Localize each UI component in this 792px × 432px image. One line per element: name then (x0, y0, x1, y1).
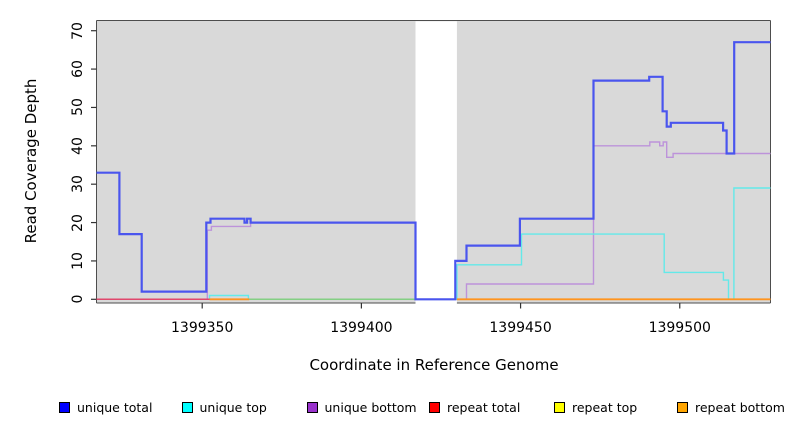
y-tick-label: 30 (70, 175, 86, 194)
y-tick-label: 40 (70, 136, 86, 155)
legend-swatch (59, 402, 70, 413)
coverage-gap-band (415, 21, 457, 307)
legend-swatch (429, 402, 440, 413)
legend-label: repeat bottom (695, 400, 785, 415)
y-tick-label: 50 (70, 98, 86, 117)
y-tick-label: 70 (70, 21, 86, 40)
legend-swatch (677, 402, 688, 413)
legend-item-repeat-bottom: repeat bottom (677, 400, 785, 415)
legend-label: unique bottom (324, 400, 417, 415)
y-tick-label: 10 (70, 252, 86, 270)
legend-label: unique top (199, 400, 267, 415)
series-line-unique-total (96, 41, 771, 301)
legend-swatch (306, 402, 318, 413)
legend-swatch (554, 402, 565, 413)
legend-label: unique total (77, 400, 153, 415)
x-tick-label: 1399450 (489, 320, 552, 336)
y-tick-label: 60 (70, 60, 86, 78)
legend-item-unique-total: unique total (59, 400, 152, 415)
x-tick-label: 1399500 (648, 320, 711, 336)
legend-item-repeat-total: repeat total (429, 400, 520, 415)
legend-item-unique-bottom: unique bottom (306, 400, 417, 415)
x-tick-label: 1399400 (330, 320, 393, 336)
y-tick-label: 0 (70, 294, 86, 304)
legend-swatch (181, 402, 193, 413)
legend-label: repeat top (572, 400, 638, 415)
legend-item-unique-top: unique top (181, 400, 267, 415)
x-tick-label: 1399350 (171, 320, 234, 336)
y-axis-title: Read Coverage Depth (22, 78, 40, 244)
y-tick-label: 20 (70, 213, 86, 232)
legend-item-repeat-top: repeat top (554, 400, 637, 415)
x-axis-title: Coordinate in Reference Genome (309, 356, 559, 374)
legend-label: repeat total (447, 400, 521, 415)
